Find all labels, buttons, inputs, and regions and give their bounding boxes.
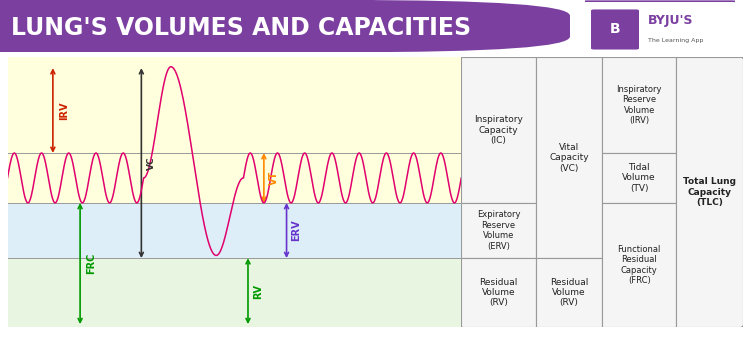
Bar bbox=[602, 57, 676, 153]
Text: Tidal
Volume
(TV): Tidal Volume (TV) bbox=[622, 163, 656, 193]
Text: Total Lung
Capacity
(TLC): Total Lung Capacity (TLC) bbox=[683, 177, 736, 207]
Text: LUNG'S VOLUMES AND CAPACITIES: LUNG'S VOLUMES AND CAPACITIES bbox=[11, 16, 471, 40]
Text: Expiratory
Reserve
Volume
(ERV): Expiratory Reserve Volume (ERV) bbox=[477, 210, 520, 251]
Text: Inspiratory
Capacity
(IC): Inspiratory Capacity (IC) bbox=[474, 115, 523, 145]
Bar bbox=[602, 203, 676, 327]
Text: VC: VC bbox=[147, 156, 156, 170]
Text: IRV: IRV bbox=[59, 101, 69, 120]
Text: B: B bbox=[610, 23, 620, 36]
Text: BYJU'S: BYJU'S bbox=[648, 14, 694, 27]
Text: Residual
Volume
(RV): Residual Volume (RV) bbox=[479, 278, 518, 307]
FancyBboxPatch shape bbox=[0, 0, 570, 52]
Bar bbox=[536, 57, 602, 258]
Text: Inspiratory
Reserve
Volume
(IRV): Inspiratory Reserve Volume (IRV) bbox=[616, 85, 662, 125]
Bar bbox=[461, 258, 536, 327]
Bar bbox=[461, 57, 536, 203]
Bar bbox=[0, 0, 375, 52]
Text: FRC: FRC bbox=[86, 253, 97, 274]
Bar bbox=[461, 203, 536, 258]
Bar bbox=[602, 153, 676, 203]
Text: The Learning App: The Learning App bbox=[648, 38, 704, 42]
Bar bbox=[8, 203, 461, 258]
Text: ERV: ERV bbox=[292, 220, 302, 241]
Text: Functional
Residual
Capacity
(FRC): Functional Residual Capacity (FRC) bbox=[617, 245, 661, 285]
Text: Residual
Volume
(RV): Residual Volume (RV) bbox=[550, 278, 588, 307]
Text: Vital
Capacity
(VC): Vital Capacity (VC) bbox=[549, 143, 589, 173]
Bar bbox=[676, 57, 742, 327]
Text: VT: VT bbox=[268, 171, 279, 185]
FancyBboxPatch shape bbox=[579, 1, 740, 59]
Bar bbox=[536, 258, 602, 327]
Bar bbox=[8, 57, 461, 203]
Text: RV: RV bbox=[253, 284, 263, 299]
FancyBboxPatch shape bbox=[591, 9, 639, 50]
Bar bbox=[8, 258, 461, 327]
